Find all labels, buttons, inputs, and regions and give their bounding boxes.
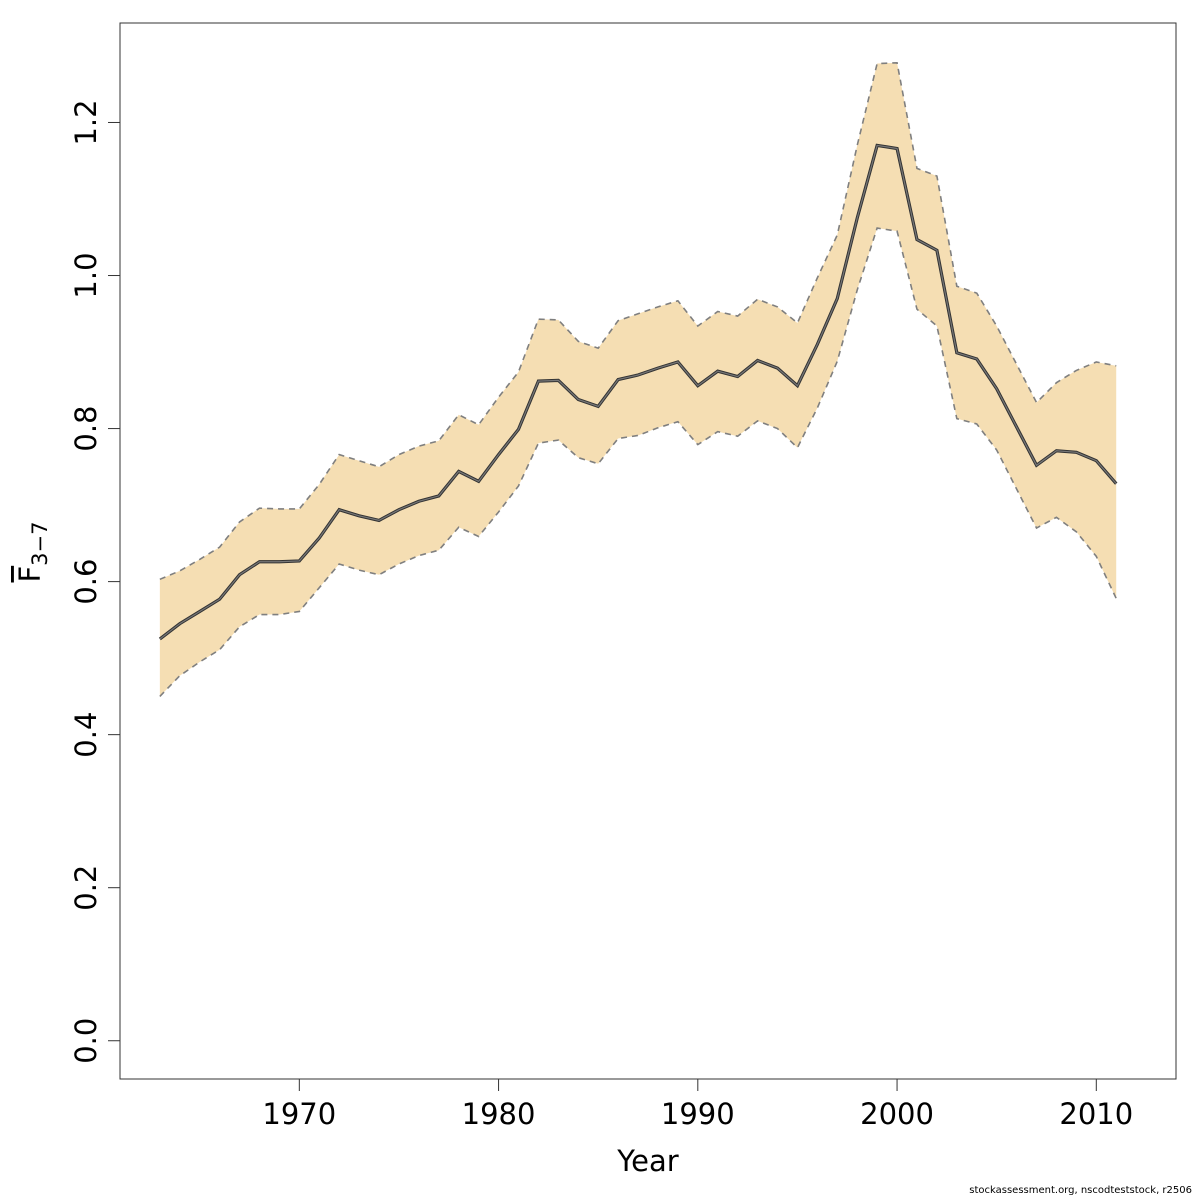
y-tick-label: 0.4	[69, 712, 103, 758]
y-tick-label: 0.2	[69, 865, 103, 911]
confidence-band	[159, 62, 1117, 697]
y-axis-title-main: F	[13, 566, 47, 583]
series-lines	[158, 61, 1118, 697]
lower-bound-line	[159, 227, 1117, 697]
y-tick-label: 1.0	[69, 252, 103, 298]
x-tick-label: 1980	[462, 1097, 536, 1131]
y-axis: 0.0 0.2 0.4 0.6 0.8 1.0 1.2	[69, 99, 121, 1064]
x-tick-label: 2000	[860, 1097, 934, 1131]
x-tick-label: 2010	[1059, 1097, 1133, 1131]
y-axis-title: F3−7	[13, 521, 52, 582]
y-axis-title-subscript: 3−7	[28, 521, 52, 565]
y-tick-label: 0.6	[69, 559, 103, 605]
x-tick-label: 1990	[661, 1097, 735, 1131]
estimate-line	[159, 144, 1117, 640]
y-tick-label: 0.8	[69, 406, 103, 452]
upper-bound-line	[159, 61, 1117, 581]
y-tick-label: 1.2	[69, 99, 103, 145]
x-axis: 1970 1980 1990 2000 2010	[262, 1078, 1133, 1131]
y-tick-label: 0.0	[69, 1018, 103, 1064]
x-axis-title: Year	[616, 1144, 678, 1178]
confidence-band-area	[159, 62, 1117, 697]
x-tick-label: 1970	[262, 1097, 336, 1131]
svg-text:F3−7: F3−7	[13, 521, 52, 582]
footer-credit: stockassessment.org, nscodteststock, r25…	[969, 1185, 1192, 1196]
